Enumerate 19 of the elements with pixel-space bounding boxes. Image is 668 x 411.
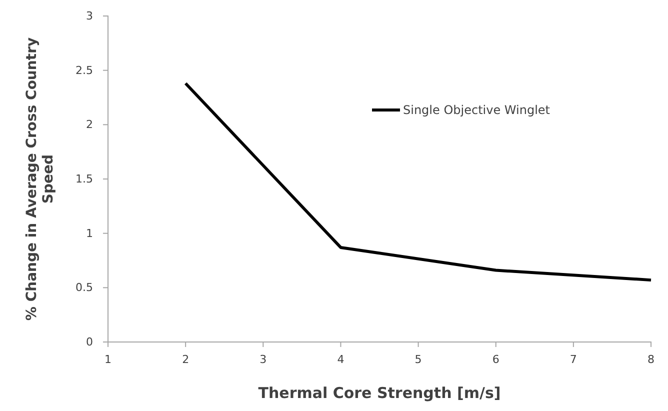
x-tick-label: 8: [648, 352, 654, 366]
y-tick-label: 1.5: [76, 172, 93, 186]
x-tick-label: 4: [337, 352, 344, 366]
y-tick-label: 0: [86, 336, 93, 349]
x-tick-label: 3: [260, 352, 267, 366]
y-tick-label: 0.5: [76, 281, 93, 294]
y-tick-label: 2.5: [76, 64, 93, 77]
line-series: [184, 82, 652, 282]
x-tick-label: 2: [182, 352, 190, 366]
legend-label: Single Objective Winglet: [403, 103, 550, 118]
x-tick-label: 6: [492, 352, 500, 366]
y-tick-label: 1: [86, 226, 93, 240]
x-axis-title: Thermal Core Strength [m/s]: [258, 384, 501, 402]
x-tick-label: 1: [104, 352, 112, 366]
y-tick-label: 2: [86, 118, 93, 132]
x-tick-label: 7: [570, 352, 577, 366]
y-axis-title: % Change in Average Cross Country Speed: [24, 37, 57, 321]
y-tick-label: 3: [86, 10, 93, 23]
x-tick-label: 5: [414, 352, 422, 366]
